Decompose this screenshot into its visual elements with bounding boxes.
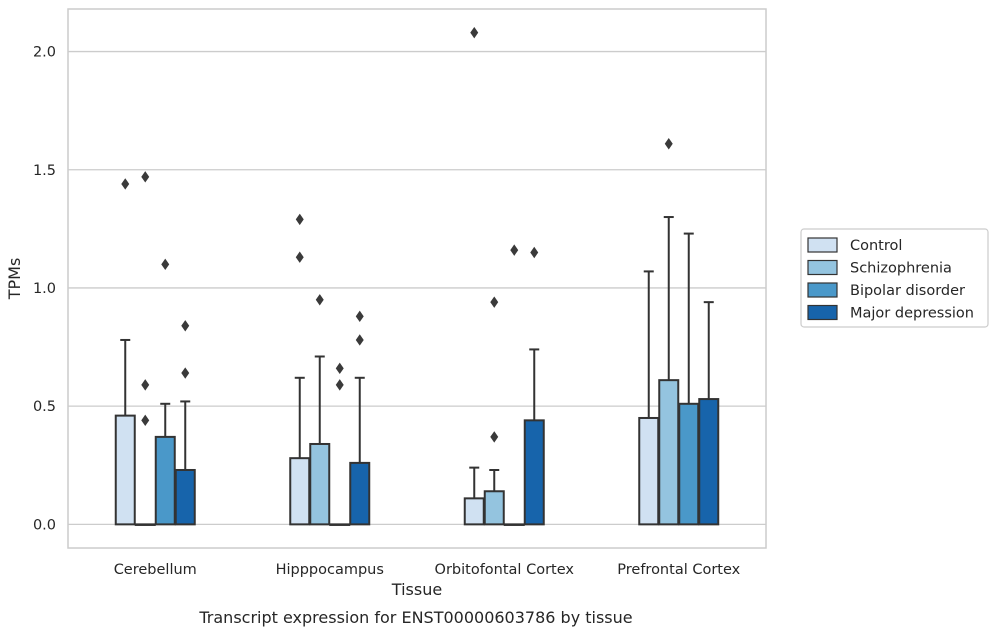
outlier-point — [315, 294, 324, 306]
x-tick-labels: Cerebellum Hipppocampus Orbitofontal Corte… — [114, 562, 741, 578]
legend-swatch — [807, 259, 838, 276]
y-tick-label: 1.0 — [33, 281, 56, 297]
outlier-point — [335, 379, 344, 391]
outlier-point — [295, 213, 304, 226]
legend-swatch — [807, 237, 838, 253]
bar — [174, 468, 196, 526]
x-tick-label: Orbitofontal Cortex — [435, 562, 575, 578]
outlier-point — [510, 244, 519, 256]
bar — [638, 416, 660, 526]
bar — [349, 461, 371, 526]
y-tick-label: 0.0 — [33, 517, 56, 533]
chart-caption: Transcript expression for ENST0000060378… — [198, 608, 632, 627]
y-axis-label: TPMs — [5, 258, 24, 301]
x-axis-label: Tissue — [391, 580, 442, 599]
bar — [154, 435, 176, 526]
legend-label: Control — [850, 238, 902, 254]
x-tick-label: Prefrontal Cortex — [617, 562, 740, 578]
outlier-point — [490, 296, 499, 308]
bar — [698, 398, 720, 526]
y-tick-label: 0.5 — [33, 399, 56, 415]
outlier-point — [530, 246, 539, 259]
y-tick-labels: 0.0 0.5 1.0 1.5 2.0 — [33, 45, 56, 534]
outlier-point — [490, 431, 499, 443]
outlier-point — [161, 258, 170, 271]
outlier-point — [355, 334, 364, 346]
outlier-point — [141, 414, 150, 427]
bar — [483, 490, 505, 526]
outlier-point — [121, 178, 130, 190]
error-bars — [120, 216, 714, 499]
legend-label: Bipolar disorder — [850, 283, 965, 299]
legend-swatch — [807, 304, 838, 321]
outlier-point — [470, 26, 479, 39]
outlier-point — [355, 310, 364, 323]
bars — [114, 379, 720, 526]
y-tick-label: 1.5 — [33, 163, 56, 179]
y-tick-label: 2.0 — [33, 45, 56, 61]
outlier-point — [181, 367, 190, 379]
bar — [523, 419, 545, 526]
bar — [658, 379, 680, 526]
legend-box — [800, 228, 989, 328]
bar — [114, 414, 136, 526]
legend-label: Schizophrenia — [850, 261, 952, 277]
outlier-point — [295, 251, 304, 263]
x-tick-label: Cerebellum — [114, 562, 197, 578]
bar — [134, 523, 156, 526]
outlier-point — [141, 379, 150, 391]
bar — [503, 523, 525, 526]
outlier-points — [121, 26, 673, 443]
plot-frame — [67, 8, 767, 549]
outlier-point — [664, 138, 673, 150]
outlier-point — [141, 171, 150, 183]
outlier-point — [335, 362, 344, 375]
x-tick-label: Hipppocampus — [276, 562, 384, 578]
legend: Control Schizophrenia Bipolar disorder Majo… — [800, 228, 989, 328]
legend-swatch — [807, 282, 838, 298]
bar — [289, 457, 311, 526]
bar — [678, 402, 700, 526]
bar — [309, 442, 331, 526]
bar — [329, 523, 351, 526]
legend-label: Major depression — [850, 306, 974, 322]
bar — [463, 497, 485, 526]
outlier-point — [181, 320, 190, 332]
